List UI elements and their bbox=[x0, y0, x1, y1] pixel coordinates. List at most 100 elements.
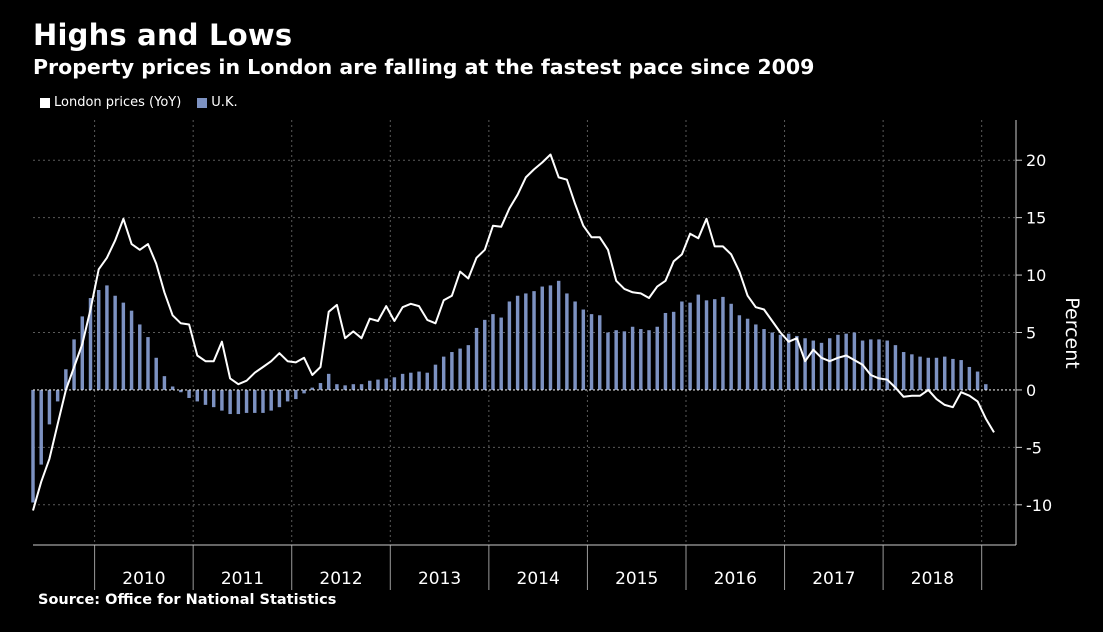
bar-uk bbox=[934, 357, 939, 390]
ytick-label: 5 bbox=[1026, 324, 1036, 343]
bar-uk bbox=[187, 389, 191, 398]
bar-uk bbox=[326, 373, 331, 390]
ytick-label: -10 bbox=[1026, 496, 1052, 515]
bar-uk bbox=[376, 379, 380, 390]
bar-uk bbox=[80, 316, 85, 390]
bar-uk bbox=[803, 338, 807, 390]
bar-uk bbox=[269, 389, 273, 411]
bar-uk bbox=[253, 389, 257, 413]
ytick-label: -5 bbox=[1026, 438, 1042, 457]
bar-uk bbox=[113, 295, 117, 390]
bar-uk bbox=[302, 389, 306, 394]
xtick-label: 2012 bbox=[319, 569, 362, 589]
bar-uk bbox=[836, 334, 840, 390]
bar-uk bbox=[614, 330, 618, 390]
bar-uk bbox=[409, 372, 413, 390]
bar-uk bbox=[828, 338, 832, 390]
bar-uk bbox=[721, 296, 725, 390]
bar-uk bbox=[261, 389, 265, 413]
ytick-label: 20 bbox=[1026, 151, 1046, 170]
bar-uk bbox=[984, 384, 988, 390]
legend-label-uk: U.K. bbox=[211, 95, 238, 110]
bar-uk bbox=[195, 389, 199, 402]
bar-uk bbox=[400, 373, 405, 390]
bar-uk bbox=[918, 356, 922, 390]
bar-uk bbox=[515, 295, 520, 390]
legend-swatch-london bbox=[40, 97, 50, 108]
bar-uk bbox=[565, 293, 569, 390]
bar-uk bbox=[64, 369, 68, 390]
bar-uk bbox=[655, 326, 659, 390]
chart-subtitle: Property prices in London are falling at… bbox=[33, 55, 815, 79]
xtick-label: 2018 bbox=[911, 569, 954, 589]
bar-uk bbox=[622, 331, 627, 390]
bar-uk bbox=[819, 342, 824, 390]
y-axis-title: Percent bbox=[1061, 297, 1083, 369]
bar-uk bbox=[146, 337, 150, 390]
ytick-label: 10 bbox=[1026, 266, 1046, 285]
bar-uk bbox=[129, 310, 134, 390]
bar-uk bbox=[466, 345, 471, 390]
bar-uk bbox=[318, 383, 323, 390]
bar-uk bbox=[154, 357, 158, 390]
bar-uk bbox=[844, 333, 848, 390]
bar-uk bbox=[138, 324, 142, 390]
bar-uk bbox=[220, 389, 224, 411]
xtick-label: 2017 bbox=[812, 569, 855, 589]
bar-uk bbox=[540, 286, 544, 390]
ytick-label: 0 bbox=[1026, 381, 1036, 400]
bar-uk bbox=[811, 340, 816, 390]
bar-uk bbox=[285, 389, 290, 402]
bar-uk bbox=[573, 301, 577, 390]
bar-uk bbox=[179, 389, 183, 393]
legend-label-london: London prices (YoY) bbox=[54, 95, 182, 110]
bar-uk bbox=[343, 385, 347, 390]
bar-uk bbox=[885, 340, 889, 390]
bar-uk bbox=[88, 298, 93, 390]
bar-uk bbox=[392, 377, 397, 390]
bar-uk bbox=[121, 302, 126, 390]
bar-uk bbox=[203, 389, 208, 405]
bar-uk bbox=[589, 314, 594, 390]
xtick-label: 2011 bbox=[221, 569, 264, 589]
bar-uk bbox=[967, 366, 972, 390]
bar-uk bbox=[47, 389, 52, 425]
bar-uk bbox=[778, 334, 783, 390]
bar-uk bbox=[770, 332, 774, 390]
bar-uk bbox=[680, 301, 684, 390]
xtick-label: 2015 bbox=[615, 569, 658, 589]
bar-uk bbox=[754, 324, 758, 390]
bar-uk bbox=[236, 389, 241, 415]
bar-uk bbox=[910, 354, 914, 390]
bar-uk bbox=[441, 356, 446, 390]
bar-uk bbox=[893, 345, 898, 390]
legend-item-uk: U.K. bbox=[197, 95, 238, 110]
bar-uk bbox=[244, 389, 249, 413]
bar-uk bbox=[532, 291, 536, 390]
bar-uk bbox=[688, 302, 692, 390]
bar-uk bbox=[458, 348, 462, 390]
bar-uk bbox=[951, 358, 955, 390]
xtick-label: 2013 bbox=[418, 569, 461, 589]
line-london bbox=[32, 153, 995, 511]
ytick-label: 15 bbox=[1026, 209, 1046, 228]
bar-uk bbox=[926, 357, 931, 390]
bar-uk bbox=[581, 309, 586, 390]
bar-uk bbox=[384, 378, 388, 390]
bar-uk bbox=[351, 384, 356, 390]
bar-uk bbox=[450, 352, 454, 390]
legend-swatch-uk bbox=[197, 97, 208, 108]
bar-uk bbox=[368, 380, 372, 390]
bar-uk bbox=[310, 387, 314, 390]
legend-item-london: London prices (YoY) bbox=[40, 95, 181, 110]
bar-uk bbox=[425, 372, 429, 390]
bar-uk bbox=[524, 293, 528, 390]
bar-uk bbox=[795, 335, 799, 390]
bar-uk bbox=[96, 290, 101, 390]
bar-uk bbox=[663, 312, 668, 390]
bar-uk bbox=[704, 300, 709, 390]
bar-uk bbox=[737, 315, 742, 390]
bar-uk bbox=[556, 280, 561, 390]
bar-uk bbox=[294, 389, 298, 400]
